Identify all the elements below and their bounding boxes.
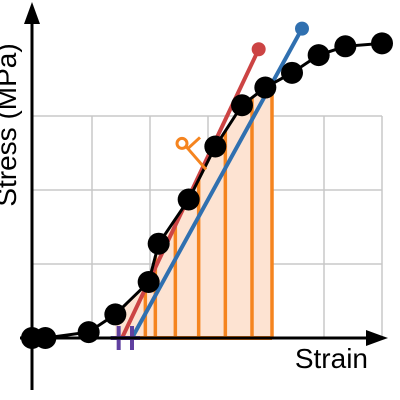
data-point-3 (104, 303, 127, 326)
data-series (21, 32, 393, 349)
elastic-fit-end-point (295, 21, 309, 36)
offset-fit-end-point (251, 42, 266, 57)
scissor-marker-blade-b (186, 136, 202, 150)
elastic-fit-line (130, 26, 304, 340)
data-point-13 (371, 32, 393, 55)
data-point-4 (137, 271, 160, 294)
data-point-12 (334, 35, 357, 58)
data-point-7 (204, 135, 227, 158)
data-point-6 (177, 188, 200, 211)
y-axis-arrow (24, 2, 40, 24)
data-point-5 (147, 232, 170, 255)
data-point-8 (231, 94, 253, 117)
data-point-2 (77, 321, 100, 344)
axes (20, 2, 388, 390)
x-axis-label: Strain (295, 343, 368, 374)
y-axis-label: Stress (MPa) (0, 43, 22, 206)
data-point-9 (254, 76, 277, 99)
x-axis-arrow (366, 330, 388, 346)
scissor-marker-ring (175, 136, 189, 150)
data-point-10 (281, 61, 303, 84)
scissor-marker-blade-a (184, 145, 208, 171)
data-point-11 (307, 44, 330, 67)
